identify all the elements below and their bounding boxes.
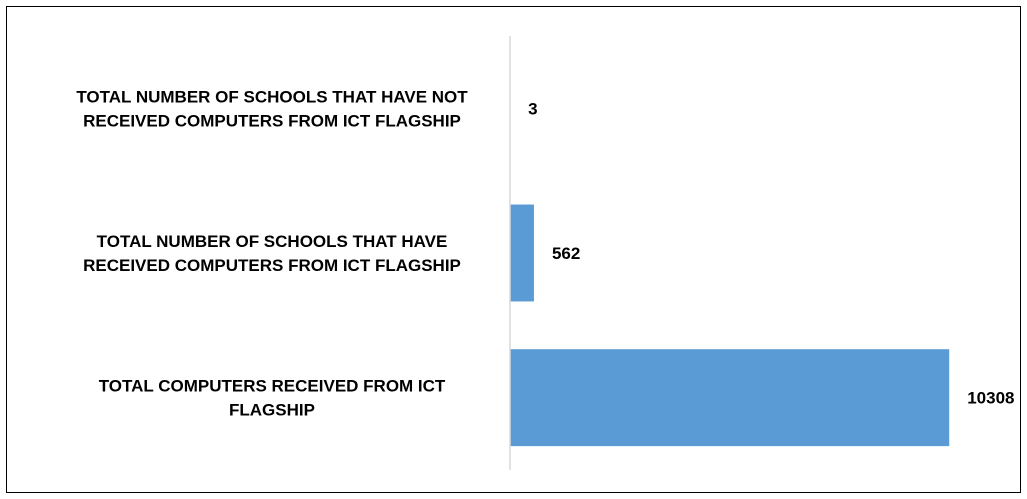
- category-label-1-line-1: TOTAL NUMBER OF SCHOOLS THAT HAVE NOT: [76, 87, 468, 106]
- category-label-2-line-1: TOTAL NUMBER OF SCHOOLS THAT HAVE: [97, 232, 448, 251]
- data-label-3: 10308: [967, 389, 1014, 408]
- category-label-2: TOTAL NUMBER OF SCHOOLS THAT HAVE RECEIVE…: [83, 232, 461, 275]
- category-label-3: TOTAL COMPUTERS RECEIVED FROM ICT FLAGSHI…: [99, 377, 446, 420]
- category-label-3-line-1: TOTAL COMPUTERS RECEIVED FROM ICT: [99, 377, 446, 396]
- bar-3: [510, 349, 950, 447]
- category-label-3-line-2: FLAGSHIP: [229, 401, 315, 420]
- bar-2: [510, 204, 534, 302]
- data-label-1: 3: [528, 99, 537, 118]
- category-labels-group: TOTAL NUMBER OF SCHOOLS THAT HAVE NOT REC…: [76, 87, 468, 419]
- category-label-2-line-2: RECEIVED COMPUTERS FROM ICT FLAGSHIP: [83, 256, 461, 275]
- category-label-1-line-2: RECEIVED COMPUTERS FROM ICT FLAGSHIP: [83, 111, 461, 130]
- data-label-2: 562: [552, 244, 580, 263]
- bars-group: [510, 59, 950, 447]
- data-labels-group: 3 562 10308: [528, 99, 1014, 407]
- category-label-1: TOTAL NUMBER OF SCHOOLS THAT HAVE NOT REC…: [76, 87, 468, 130]
